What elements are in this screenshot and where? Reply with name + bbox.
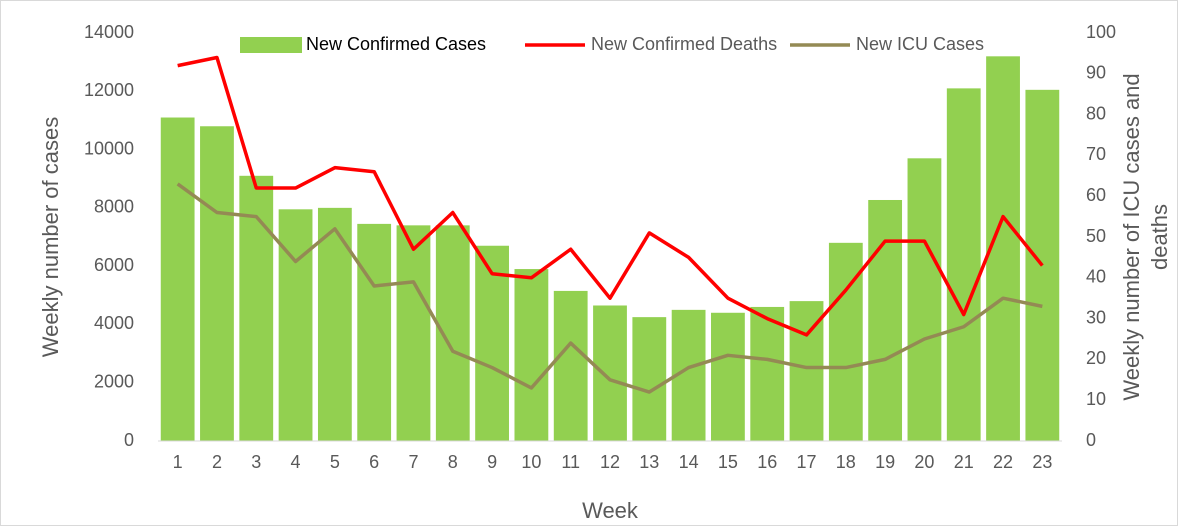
x-tick-label: 9 xyxy=(487,452,497,472)
bar xyxy=(711,312,745,441)
y2-axis-title: Weekly number of ICU cases and xyxy=(1119,73,1144,400)
bar xyxy=(200,126,234,441)
y2-tick-label: 30 xyxy=(1086,307,1106,327)
y2-tick-label: 60 xyxy=(1086,185,1106,205)
y2-tick-label: 20 xyxy=(1086,348,1106,368)
x-tick-label: 1 xyxy=(173,452,183,472)
x-tick-label: 6 xyxy=(369,452,379,472)
x-tick-label: 17 xyxy=(797,452,817,472)
y-tick-label: 4000 xyxy=(94,313,134,333)
bar xyxy=(907,158,942,442)
x-tick-label: 20 xyxy=(914,452,934,472)
bar xyxy=(160,117,195,441)
x-tick-label: 10 xyxy=(521,452,541,472)
x-tick-label: 11 xyxy=(561,452,580,472)
y-axis-title: Weekly number of cases xyxy=(38,117,63,357)
y2-tick-label: 100 xyxy=(1086,22,1116,42)
x-tick-label: 15 xyxy=(718,452,738,472)
bar xyxy=(357,223,392,441)
y-tick-label: 8000 xyxy=(94,197,134,217)
x-axis-title: Week xyxy=(582,498,639,523)
y-tick-label: 14000 xyxy=(84,22,134,42)
y-tick-label: 6000 xyxy=(94,255,134,275)
y2-tick-label: 70 xyxy=(1086,144,1106,164)
y-tick-label: 0 xyxy=(124,430,134,450)
x-tick-label: 23 xyxy=(1032,452,1052,472)
bar xyxy=(278,209,313,441)
x-tick-label: 7 xyxy=(408,452,418,472)
y2-tick-label: 50 xyxy=(1086,226,1106,246)
bar xyxy=(750,306,785,441)
x-tick-label: 2 xyxy=(212,452,222,472)
x-tick-label: 22 xyxy=(993,452,1013,472)
x-tick-label: 8 xyxy=(448,452,458,472)
bar xyxy=(593,305,627,441)
bar xyxy=(946,88,981,441)
y2-tick-label: 0 xyxy=(1086,430,1096,450)
legend-label: New ICU Cases xyxy=(856,34,984,54)
x-tick-label: 16 xyxy=(757,452,777,472)
bar xyxy=(632,317,667,441)
bar xyxy=(514,269,549,441)
y-tick-label: 12000 xyxy=(84,80,134,100)
line-series xyxy=(177,55,1044,337)
bar xyxy=(239,175,274,442)
line-series xyxy=(176,182,1043,394)
x-tick-label: 14 xyxy=(679,452,699,472)
x-tick-label: 13 xyxy=(639,452,659,472)
y-tick-label: 10000 xyxy=(84,138,134,158)
y-tick-label: 2000 xyxy=(94,371,134,391)
x-tick-label: 12 xyxy=(600,452,620,472)
y2-axis-title: deaths xyxy=(1147,204,1172,270)
bar xyxy=(553,290,588,441)
x-tick-label: 4 xyxy=(291,452,301,472)
y2-tick-label: 10 xyxy=(1086,389,1106,409)
x-tick-label: 5 xyxy=(330,452,340,472)
bar xyxy=(868,199,903,441)
y2-tick-label: 90 xyxy=(1086,63,1106,83)
x-tick-label: 19 xyxy=(875,452,895,472)
legend-label: New Confirmed Deaths xyxy=(591,34,777,54)
legend-label: New Confirmed Cases xyxy=(306,34,486,54)
bar xyxy=(475,245,509,441)
legend-swatch xyxy=(240,37,302,53)
x-tick-label: 18 xyxy=(836,452,856,472)
y2-tick-label: 80 xyxy=(1086,103,1106,123)
bar xyxy=(396,225,431,441)
bar xyxy=(317,207,352,441)
y2-tick-label: 40 xyxy=(1086,267,1106,287)
x-tick-label: 3 xyxy=(251,452,261,472)
x-tick-label: 21 xyxy=(954,452,974,472)
